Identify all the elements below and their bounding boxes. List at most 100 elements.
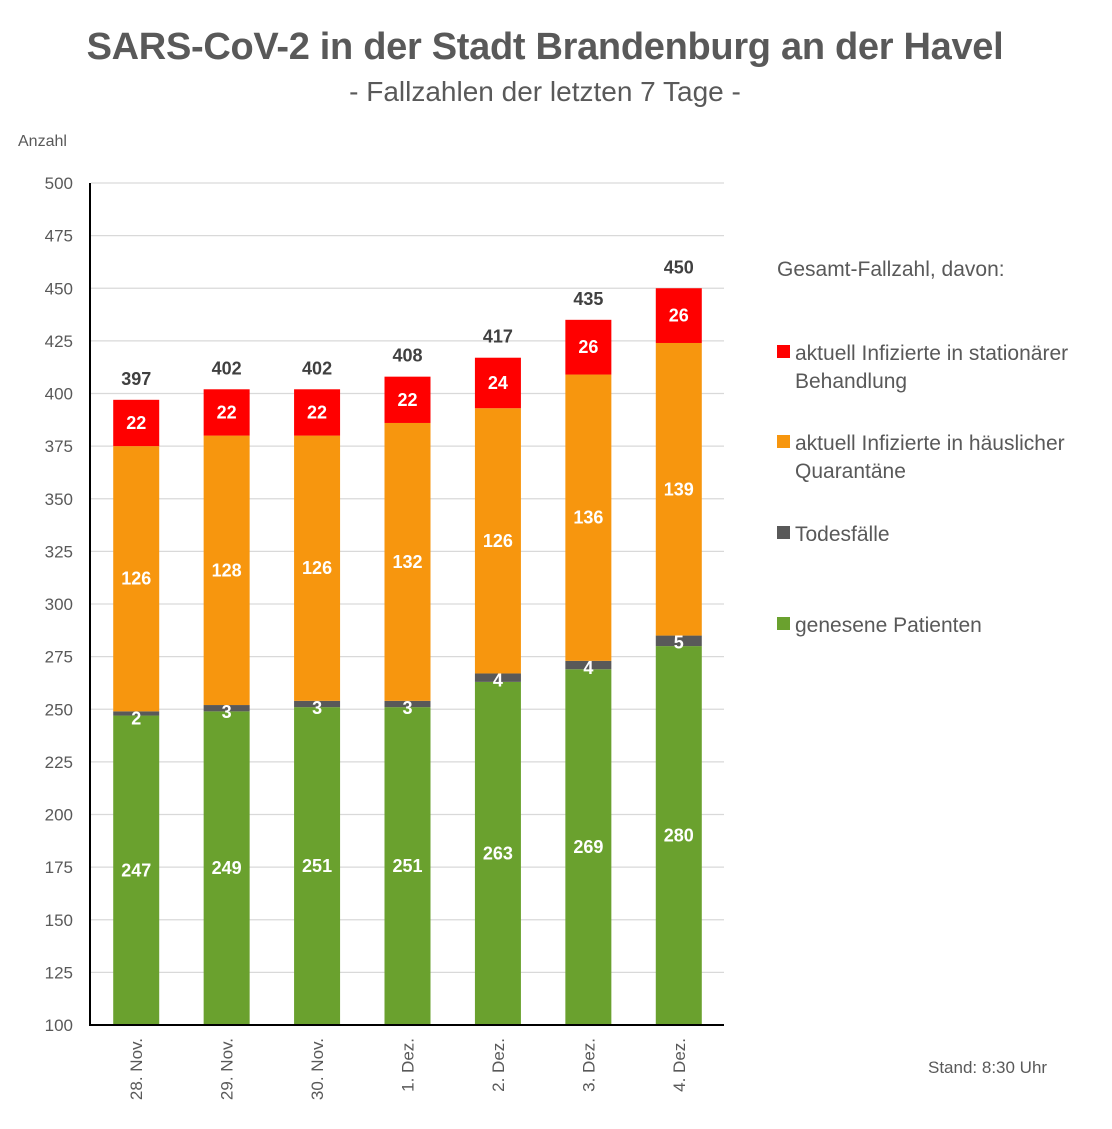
legend-item-deaths: Todesfälle: [777, 521, 1112, 549]
bar-segment: [294, 707, 341, 1025]
segment-value-label: 139: [664, 479, 694, 499]
y-tick-label: 450: [45, 279, 73, 298]
x-tick-label: 3. Dez.: [579, 1038, 598, 1092]
bar-segment: [655, 342, 702, 636]
segment-value-label: 126: [302, 558, 332, 578]
bar-segment: [113, 711, 160, 716]
bar-segment: [565, 669, 612, 1025]
bars: [113, 288, 702, 1025]
bar-segment: [203, 389, 250, 436]
y-tick-label: 150: [45, 911, 73, 930]
segment-value-label: 4: [493, 670, 503, 690]
legend-item-recovered: genesene Patienten: [777, 612, 1112, 640]
segment-labels: 247 2 126 22 249 3 128 22 251 3 126 22 251 3 132 22 263 4…: [121, 306, 694, 881]
x-tick-label: 30. Nov.: [308, 1038, 327, 1100]
y-tick-label: 275: [45, 648, 73, 667]
segment-value-label: 5: [674, 633, 684, 653]
bar-segment: [655, 635, 702, 647]
total-value-label: 435: [573, 289, 603, 309]
legend-label: aktuell Infizierte in stationärer Behand…: [795, 342, 1069, 393]
y-tick-label: 425: [45, 332, 73, 351]
total-value-label: 450: [664, 257, 694, 277]
segment-value-label: 126: [483, 531, 513, 551]
legend-item-quarantine: aktuell Infizierte in häuslicher Quarant…: [777, 430, 1112, 486]
y-tick-label: 300: [45, 595, 73, 614]
segment-value-label: 132: [392, 552, 422, 572]
bar-segment: [474, 357, 521, 409]
legend-swatch-orange: [777, 435, 790, 448]
segment-value-label: 249: [212, 858, 242, 878]
y-tick-label: 175: [45, 858, 73, 877]
bar-segment: [384, 707, 431, 1025]
segment-value-label: 251: [302, 856, 332, 876]
x-tick-label: 4. Dez.: [670, 1038, 689, 1092]
legend-label: Todesfälle: [795, 523, 890, 546]
bar-segment: [294, 389, 341, 436]
segment-value-label: 24: [488, 373, 508, 393]
legend-title: Gesamt-Fallzahl, davon:: [777, 258, 1005, 281]
chart-title: SARS-CoV-2 in der Stadt Brandenburg an d…: [86, 26, 1004, 68]
segment-value-label: 26: [669, 306, 689, 326]
bar-segment: [384, 700, 431, 708]
bar-segment: [203, 711, 250, 1025]
bar-segment: [113, 446, 160, 712]
segment-value-label: 3: [222, 702, 232, 722]
y-tick-label: 100: [45, 1016, 73, 1035]
bar-segment: [113, 399, 160, 447]
bar-segment: [655, 646, 702, 1025]
y-tick-label: 350: [45, 490, 73, 509]
y-tick-label: 325: [45, 542, 73, 561]
bar-segment: [565, 660, 612, 670]
segment-value-label: 22: [217, 402, 237, 422]
segment-value-label: 126: [121, 569, 151, 589]
total-value-label: 402: [302, 358, 332, 378]
x-tick-label: 28. Nov.: [127, 1038, 146, 1100]
legend-label: aktuell Infizierte in häuslicher Quarant…: [795, 432, 1065, 483]
bar-segment: [294, 435, 341, 701]
bar-segment: [384, 376, 431, 423]
segment-value-label: 22: [307, 402, 327, 422]
y-tick-label: 225: [45, 753, 73, 772]
total-labels: 397 402 402 408 417 435 450: [121, 257, 694, 389]
segment-value-label: 3: [312, 698, 322, 718]
y-tick-label: 400: [45, 385, 73, 404]
total-value-label: 402: [212, 358, 242, 378]
segment-value-label: 263: [483, 843, 513, 863]
total-value-label: 408: [392, 346, 422, 366]
bar-segment: [474, 408, 521, 674]
legend-item-stationary: aktuell Infizierte in stationärer Behand…: [777, 340, 1112, 396]
total-value-label: 417: [483, 327, 513, 347]
segment-value-label: 26: [578, 337, 598, 357]
x-tick-label: 2. Dez.: [489, 1038, 508, 1092]
y-tick-label: 125: [45, 963, 73, 982]
total-value-label: 397: [121, 369, 151, 389]
segment-value-label: 251: [392, 856, 422, 876]
x-axis-labels: 28. Nov. 29. Nov. 30. Nov. 1. Dez. 2. Dez. 3.…: [127, 1038, 689, 1100]
legend-label: genesene Patienten: [795, 614, 982, 637]
segment-value-label: 4: [583, 658, 593, 678]
bar-segment: [655, 288, 702, 343]
bar-segment: [565, 374, 612, 661]
y-axis-ticks: 100 125 150 175 200 225 250 275 300 325 350 375 400 4…: [45, 174, 73, 1035]
x-tick-label: 1. Dez.: [399, 1038, 418, 1092]
legend-swatch-green: [777, 617, 790, 630]
bar-segment: [565, 319, 612, 375]
segment-value-label: 136: [573, 508, 603, 528]
segment-value-label: 280: [664, 826, 694, 846]
legend-swatch-gray: [777, 526, 790, 539]
segment-value-label: 269: [573, 837, 603, 857]
segment-value-label: 3: [402, 698, 412, 718]
segment-value-label: 128: [212, 560, 242, 580]
bar-segment: [294, 700, 341, 708]
y-tick-label: 200: [45, 806, 73, 825]
stand-timestamp: Stand: 8:30 Uhr: [928, 1058, 1048, 1077]
bar-segment: [474, 673, 521, 682]
segment-value-label: 247: [121, 860, 151, 880]
y-axis-label: Anzahl: [18, 133, 67, 150]
segment-value-label: 22: [126, 413, 146, 433]
segment-value-label: 22: [397, 390, 417, 410]
chart-subtitle: - Fallzahlen der letzten 7 Tage -: [349, 76, 741, 107]
y-tick-label: 500: [45, 174, 73, 193]
legend-swatch-red: [777, 345, 790, 358]
